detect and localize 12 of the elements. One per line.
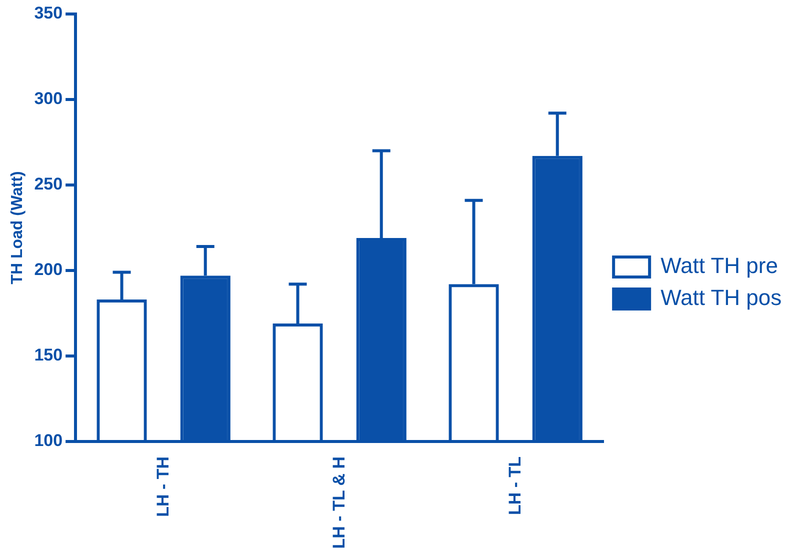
x-tick-label: LH - TL & H (329, 456, 348, 549)
y-tick-label: 250 (34, 174, 63, 194)
y-tick-label: 300 (34, 89, 63, 108)
x-tick-label: LH - TL (505, 456, 524, 516)
y-tick-label: 100 (34, 431, 63, 450)
y-tick-label: 350 (34, 4, 63, 23)
legend-label: Watt TH pre (660, 253, 778, 278)
legend-label: Watt TH pos (660, 285, 782, 310)
y-tick-label: 200 (34, 260, 63, 280)
y-tick-label: 150 (34, 346, 63, 365)
x-tick-label: LH - TH (153, 456, 172, 517)
y-axis-title: TH Load (Watt) (9, 171, 26, 284)
